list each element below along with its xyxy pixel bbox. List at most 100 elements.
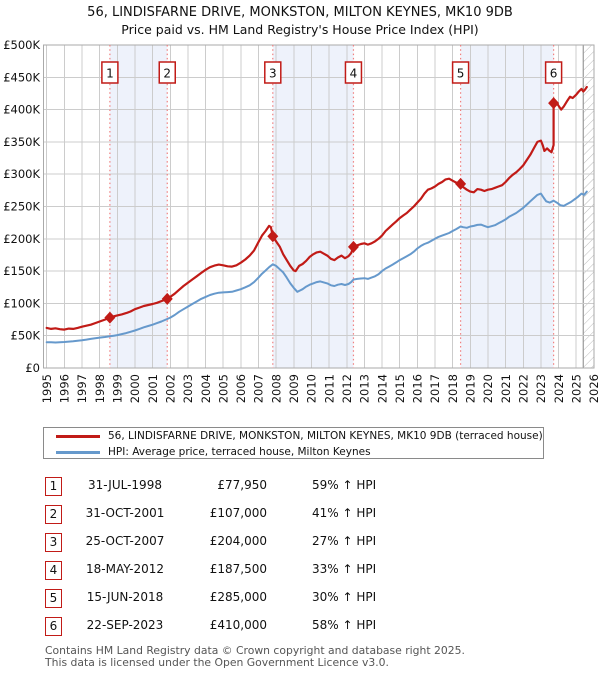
sale-marker-number: 1 xyxy=(106,67,114,81)
x-axis-tick-label: 2003 xyxy=(181,374,195,403)
x-axis-tick-label: 2016 xyxy=(411,374,425,403)
sale-table-row: 1 31-JUL-1998 £77,950 59% ↑ HPI xyxy=(0,477,600,497)
x-axis-tick-label: 2013 xyxy=(358,374,372,403)
x-axis-tick-label: 1998 xyxy=(93,374,107,403)
legend-item-price-paid: 56, LINDISFARNE DRIVE, MONKSTON, MILTON … xyxy=(44,429,543,444)
sale-marker-diamond xyxy=(455,177,467,190)
sale-marker-diamond xyxy=(161,292,173,305)
x-axis-tick-label: 2012 xyxy=(340,374,354,403)
sale-number-badge: 1 xyxy=(45,477,62,496)
y-axis-tick-label: £0 xyxy=(25,361,40,375)
sale-price: £410,000 xyxy=(209,618,267,632)
sale-table-row: 4 18-MAY-2012 £187,500 33% ↑ HPI xyxy=(0,561,600,581)
x-axis-tick-label: 2019 xyxy=(464,374,478,403)
sale-number-badge: 3 xyxy=(45,533,62,552)
x-axis-tick-label: 2018 xyxy=(446,374,460,403)
sale-table-row: 3 25-OCT-2007 £204,000 27% ↑ HPI xyxy=(0,533,600,553)
x-axis-tick-label: 2009 xyxy=(287,374,301,403)
footer-line-1: Contains HM Land Registry data © Crown c… xyxy=(45,644,465,657)
x-axis-tick-label: 2023 xyxy=(534,374,548,403)
sale-date: 25-OCT-2007 xyxy=(85,534,165,548)
sale-vs-hpi: 30% ↑ HPI xyxy=(312,590,377,604)
x-axis-tick-label: 2004 xyxy=(199,374,213,403)
sale-vs-hpi: 27% ↑ HPI xyxy=(312,534,377,548)
y-axis-tick-label: £450K xyxy=(3,70,40,84)
x-axis-tick-label: 2011 xyxy=(322,374,336,403)
footer-line-2: This data is licensed under the Open Gov… xyxy=(45,656,389,669)
sale-table-row: 2 31-OCT-2001 £107,000 41% ↑ HPI xyxy=(0,505,600,525)
y-axis-tick-label: £350K xyxy=(3,135,40,149)
sale-marker-diamond xyxy=(548,97,560,110)
chart-subtitle: Price paid vs. HM Land Registry's House … xyxy=(121,22,479,37)
y-axis-tick-label: £400K xyxy=(3,103,40,117)
chart-title-address: 56, LINDISFARNE DRIVE, MONKSTON, MILTON … xyxy=(87,5,513,20)
x-axis-tick-label: 2025 xyxy=(569,374,583,403)
sale-vs-hpi: 58% ↑ HPI xyxy=(312,618,377,632)
sale-date: 18-MAY-2012 xyxy=(85,562,164,576)
x-axis-tick-label: 1997 xyxy=(75,374,89,403)
x-axis-tick-label: 2026 xyxy=(587,374,600,403)
sale-number-badge: 5 xyxy=(45,589,62,608)
sale-table-row: 6 22-SEP-2023 £410,000 58% ↑ HPI xyxy=(0,617,600,637)
plot-border xyxy=(42,44,595,369)
x-axis-tick-label: 2007 xyxy=(252,374,266,403)
y-axis-tick-label: £100K xyxy=(3,296,40,310)
x-axis-tick-label: 2010 xyxy=(305,374,319,403)
sale-marker-number: 2 xyxy=(163,67,171,81)
sale-price: £204,000 xyxy=(209,534,267,548)
sale-number-badge: 4 xyxy=(45,561,62,580)
chart-legend: 56, LINDISFARNE DRIVE, MONKSTON, MILTON … xyxy=(43,427,544,459)
license-footer: Contains HM Land Registry data © Crown c… xyxy=(45,645,465,669)
sale-marker-number: 3 xyxy=(269,67,277,81)
x-axis-tick-label: 1996 xyxy=(58,374,72,403)
y-axis-tick-label: £150K xyxy=(3,264,40,278)
x-axis-tick-label: 2020 xyxy=(481,374,495,403)
x-axis-tick-label: 2001 xyxy=(146,374,160,403)
sale-marker-badge xyxy=(544,61,563,84)
x-axis-tick-label: 2008 xyxy=(269,374,283,403)
sale-marker-diamond xyxy=(347,240,359,253)
sale-date: 31-OCT-2001 xyxy=(85,506,165,520)
sale-date: 31-JUL-1998 xyxy=(88,478,162,492)
x-axis-tick-label: 2021 xyxy=(499,374,513,403)
legend-label-hpi: HPI: Average price, terraced house, Milt… xyxy=(108,446,371,458)
sale-price: £107,000 xyxy=(209,506,267,520)
sale-marker-badge xyxy=(344,61,363,84)
x-axis-tick-label: 2022 xyxy=(516,374,530,403)
sale-marker-number: 4 xyxy=(350,67,358,81)
sale-marker-diamond xyxy=(267,230,279,243)
sale-marker-badge xyxy=(451,61,470,84)
sale-marker-number: 5 xyxy=(457,67,465,81)
y-axis-tick-label: £250K xyxy=(3,200,40,214)
y-axis-tick-label: £50K xyxy=(11,329,41,343)
hpi-line xyxy=(45,190,588,344)
sale-vs-hpi: 59% ↑ HPI xyxy=(312,478,377,492)
sale-price: £187,500 xyxy=(209,562,267,576)
legend-label-price-paid: 56, LINDISFARNE DRIVE, MONKSTON, MILTON … xyxy=(108,430,543,442)
sale-marker-badge xyxy=(264,61,282,84)
x-axis-tick-label: 2017 xyxy=(428,374,442,403)
x-axis-tick-label: 1995 xyxy=(40,374,54,403)
sale-date: 15-JUN-2018 xyxy=(86,590,164,604)
y-axis-tick-label: £200K xyxy=(3,232,40,246)
sale-price: £285,000 xyxy=(209,590,267,604)
y-axis-tick-label: £300K xyxy=(3,167,40,181)
sale-marker-badge xyxy=(101,61,119,84)
price-history-chart: 1 2 3 4 5 6 £0 £50K £100K £150K £200K £250K £300K £35… xyxy=(3,38,600,403)
sale-marker-diamond xyxy=(104,311,116,324)
sale-vs-hpi: 41% ↑ HPI xyxy=(312,506,377,520)
sale-price: £77,950 xyxy=(217,478,267,492)
sale-number-badge: 2 xyxy=(45,505,62,524)
x-axis-tick-label: 2005 xyxy=(216,374,230,403)
x-axis-tick-label: 2014 xyxy=(375,374,389,403)
x-axis-tick-label: 1999 xyxy=(111,374,125,403)
price-paid-line xyxy=(45,85,588,331)
x-axis-tick-label: 2024 xyxy=(552,374,566,403)
sale-marker-number: 6 xyxy=(550,67,558,81)
sale-date: 22-SEP-2023 xyxy=(86,618,164,632)
x-axis-tick-label: 2006 xyxy=(234,374,248,403)
sale-table-row: 5 15-JUN-2018 £285,000 30% ↑ HPI xyxy=(0,589,600,609)
x-axis-tick-label: 2015 xyxy=(393,374,407,403)
price-paid-line-swatch xyxy=(56,435,100,438)
y-axis-tick-label: £500K xyxy=(3,38,40,52)
